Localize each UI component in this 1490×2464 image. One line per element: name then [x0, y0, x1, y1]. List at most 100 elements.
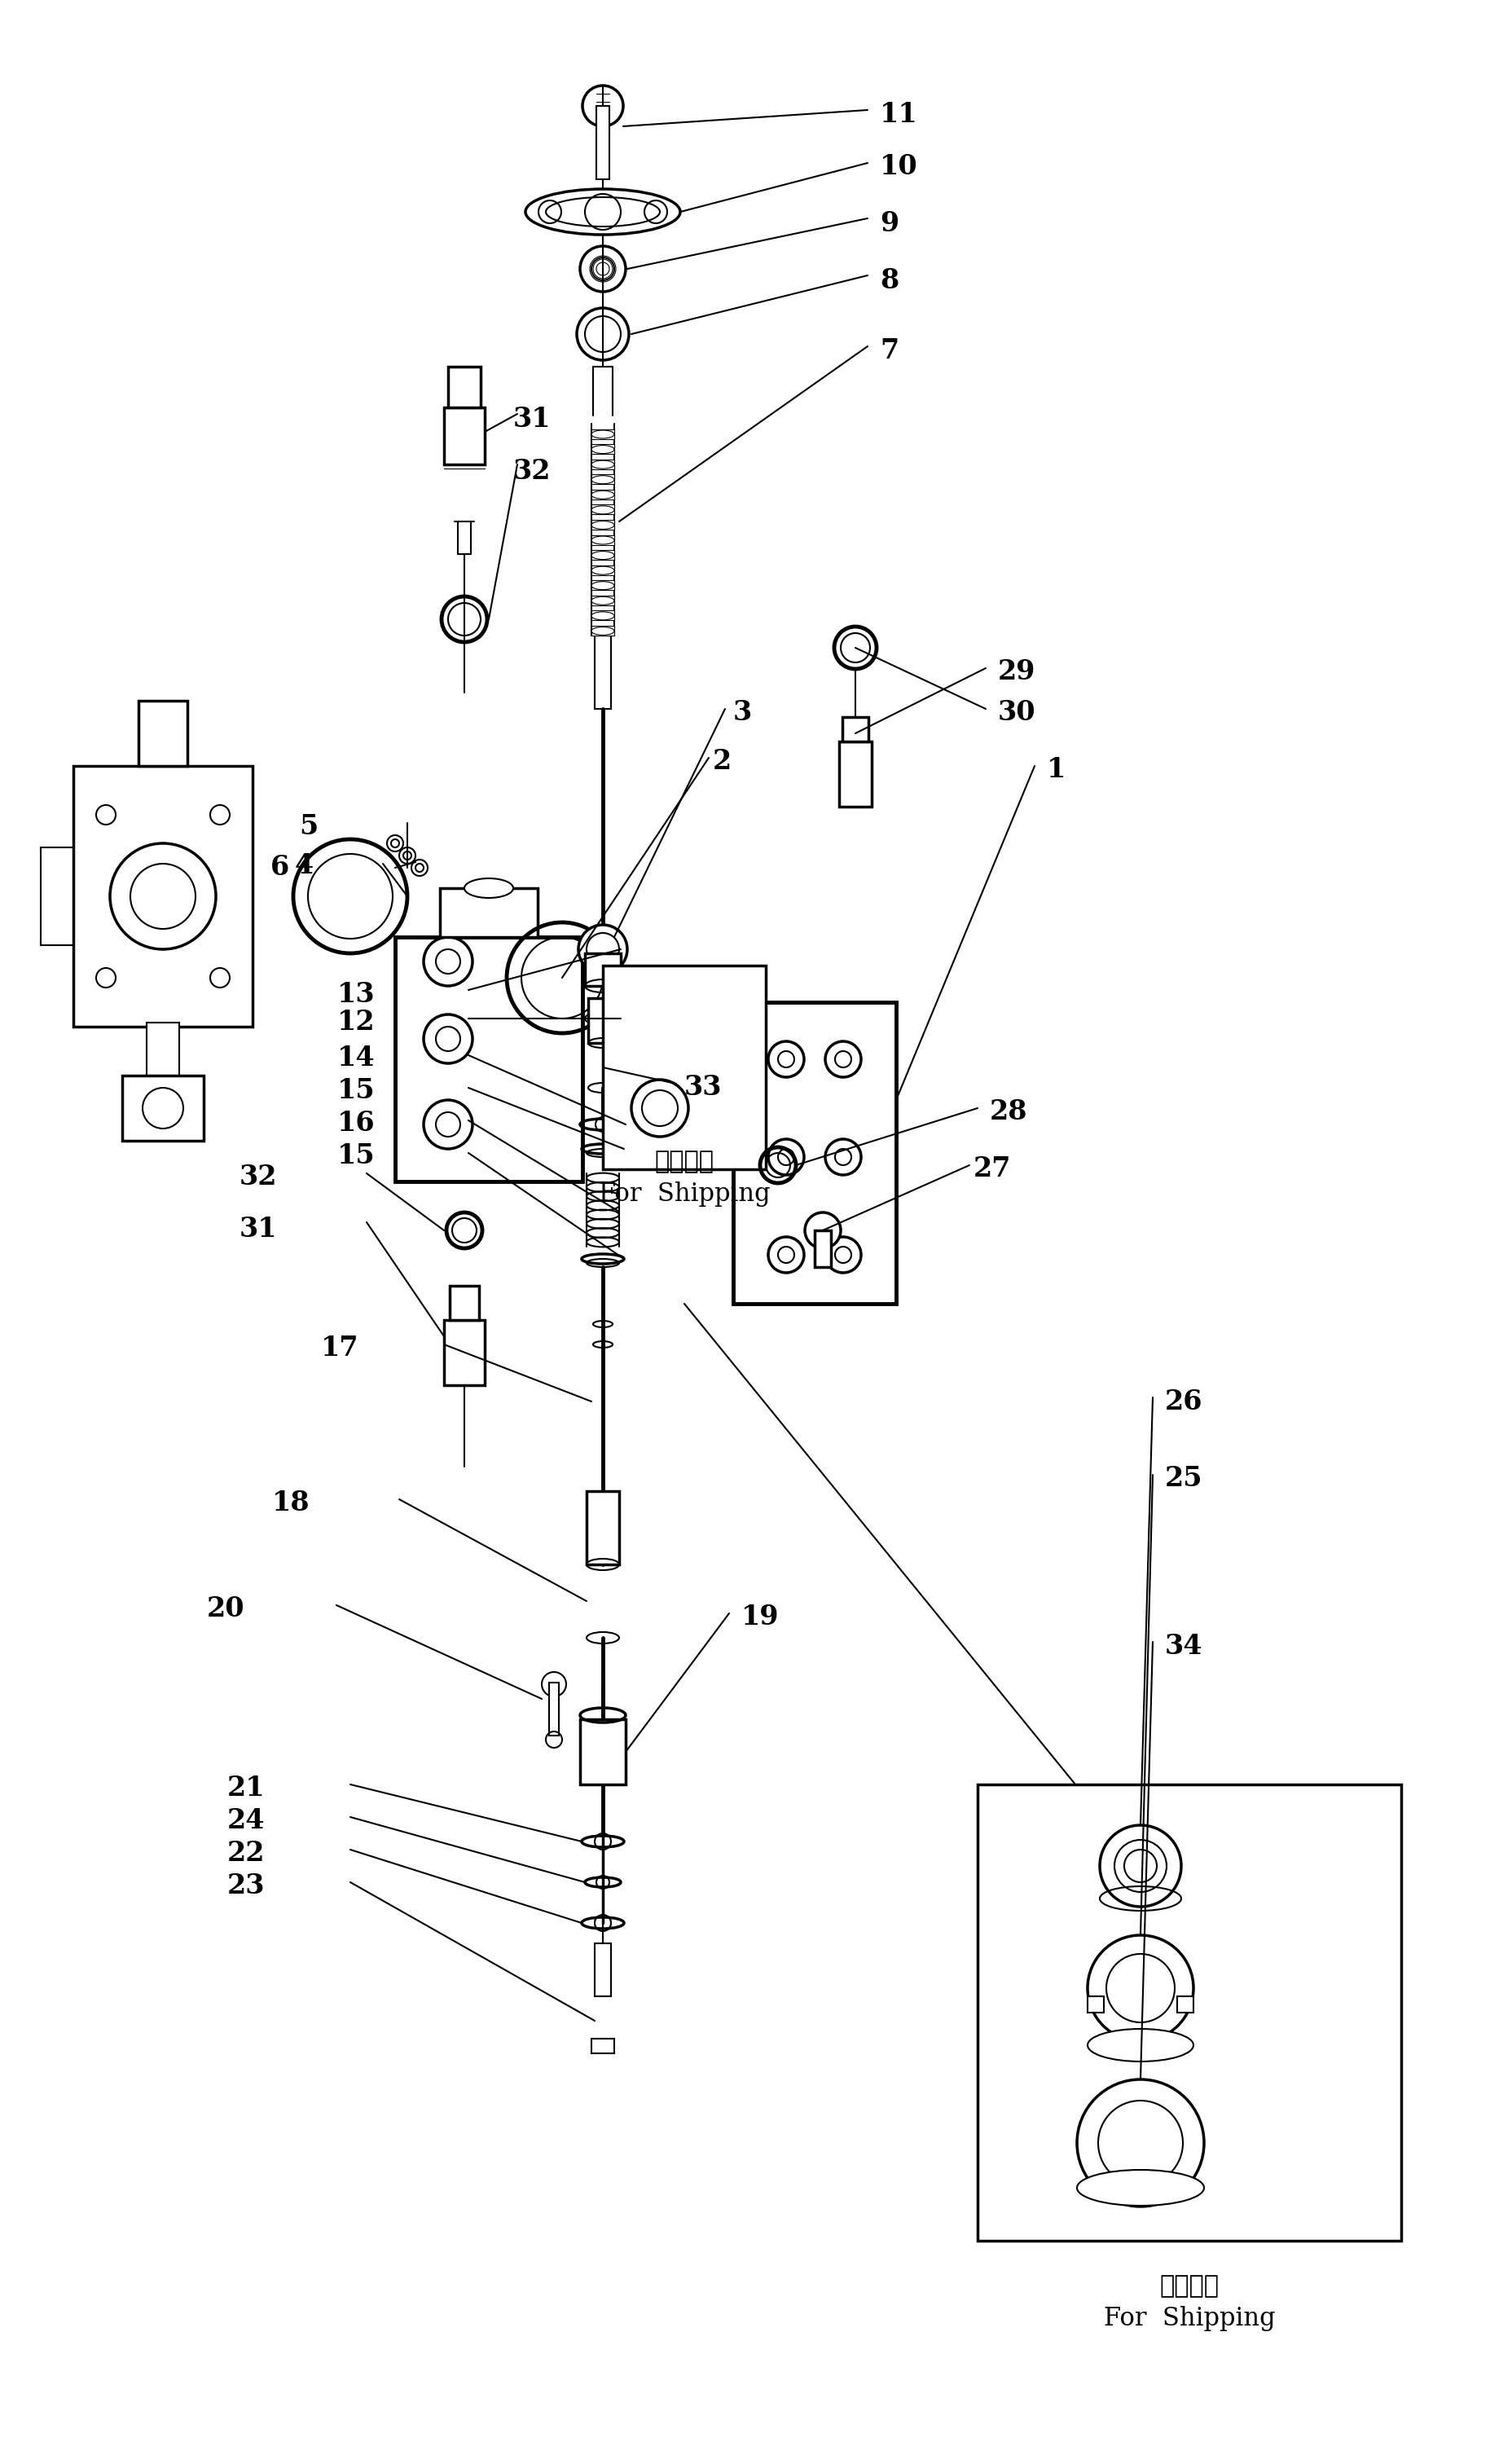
Circle shape	[805, 1212, 840, 1249]
Text: 30: 30	[998, 700, 1036, 727]
Text: 5: 5	[299, 813, 317, 840]
Ellipse shape	[1088, 2028, 1193, 2062]
Text: 3: 3	[733, 700, 752, 727]
Text: 25: 25	[1165, 1466, 1202, 1493]
Bar	[395, 936, 583, 1180]
Ellipse shape	[592, 537, 614, 545]
Bar	[587, 1491, 620, 1565]
Bar	[815, 1230, 831, 1266]
Circle shape	[437, 1111, 460, 1136]
Bar	[589, 998, 617, 1042]
Bar	[586, 954, 621, 986]
Ellipse shape	[592, 461, 614, 468]
Circle shape	[1100, 1826, 1182, 1907]
Circle shape	[130, 865, 195, 929]
Circle shape	[423, 936, 472, 986]
Ellipse shape	[592, 626, 614, 636]
Circle shape	[1098, 2102, 1183, 2186]
Circle shape	[423, 1099, 472, 1148]
Text: 26: 26	[1165, 1387, 1202, 1414]
Circle shape	[423, 1015, 472, 1064]
Bar	[592, 2038, 614, 2053]
Text: 33: 33	[684, 1074, 723, 1101]
Text: 19: 19	[742, 1604, 779, 1631]
Ellipse shape	[592, 611, 614, 621]
Bar	[733, 1003, 895, 1303]
Bar	[146, 722, 179, 766]
Circle shape	[1088, 1934, 1193, 2040]
Bar	[448, 367, 481, 407]
Bar	[592, 444, 614, 453]
Circle shape	[825, 1237, 861, 1274]
Text: 24: 24	[226, 1809, 265, 1836]
Ellipse shape	[592, 596, 614, 604]
Text: 15: 15	[337, 1077, 375, 1104]
Circle shape	[825, 1138, 861, 1175]
Text: 31: 31	[513, 407, 551, 434]
Text: 18: 18	[271, 1491, 310, 1518]
Text: 運搬部品: 運搬部品	[1159, 2274, 1219, 2299]
Bar	[444, 407, 484, 463]
Text: 15: 15	[337, 1141, 375, 1168]
Bar	[592, 520, 614, 530]
Circle shape	[1077, 2080, 1204, 2208]
Bar	[595, 1944, 611, 1996]
Circle shape	[437, 1027, 460, 1052]
Ellipse shape	[592, 490, 614, 498]
Text: For  Shipping: For Shipping	[1104, 2306, 1275, 2331]
Bar	[603, 966, 766, 1170]
Bar	[450, 1286, 478, 1321]
Ellipse shape	[1077, 2171, 1204, 2205]
Circle shape	[542, 1673, 566, 1695]
Bar	[146, 1023, 179, 1077]
Bar	[592, 564, 614, 574]
Bar	[592, 535, 614, 545]
Bar	[1177, 1996, 1193, 2013]
Text: 7: 7	[879, 338, 898, 365]
Bar	[839, 742, 872, 806]
Text: 17: 17	[320, 1335, 359, 1363]
Text: 21: 21	[226, 1774, 265, 1801]
Ellipse shape	[592, 446, 614, 453]
Bar	[1088, 1996, 1104, 2013]
Bar	[592, 505, 614, 515]
Text: 2: 2	[712, 749, 732, 776]
Ellipse shape	[465, 877, 513, 897]
Text: 32: 32	[513, 458, 551, 485]
Bar	[977, 1784, 1401, 2240]
Bar	[592, 549, 614, 559]
Ellipse shape	[592, 476, 614, 483]
Text: 32: 32	[238, 1163, 277, 1190]
Text: 11: 11	[879, 101, 918, 128]
Text: 27: 27	[973, 1156, 1012, 1183]
Bar	[550, 1683, 559, 1735]
Text: 12: 12	[337, 1010, 375, 1035]
Text: 29: 29	[998, 658, 1036, 685]
Ellipse shape	[592, 552, 614, 559]
Text: 34: 34	[1165, 1634, 1202, 1658]
Bar	[842, 717, 869, 742]
Ellipse shape	[592, 567, 614, 574]
Bar	[592, 626, 614, 636]
Bar	[596, 106, 609, 180]
Bar	[580, 1720, 626, 1784]
Text: 4: 4	[295, 853, 313, 880]
Bar	[139, 700, 188, 766]
Bar	[592, 582, 614, 591]
Circle shape	[769, 1138, 805, 1175]
Text: 9: 9	[879, 209, 898, 237]
Text: 1: 1	[1047, 756, 1065, 784]
Circle shape	[769, 1042, 805, 1077]
Bar	[440, 887, 538, 936]
Text: 23: 23	[226, 1873, 265, 1900]
Bar	[592, 458, 614, 468]
Ellipse shape	[526, 190, 681, 234]
Circle shape	[437, 949, 460, 973]
Text: For  Shipping: For Shipping	[599, 1180, 770, 1207]
Bar	[122, 1077, 204, 1141]
Text: 8: 8	[879, 269, 898, 296]
Text: 6: 6	[270, 855, 289, 882]
Bar	[73, 766, 252, 1027]
Bar	[592, 429, 614, 439]
Circle shape	[1106, 1954, 1174, 2023]
